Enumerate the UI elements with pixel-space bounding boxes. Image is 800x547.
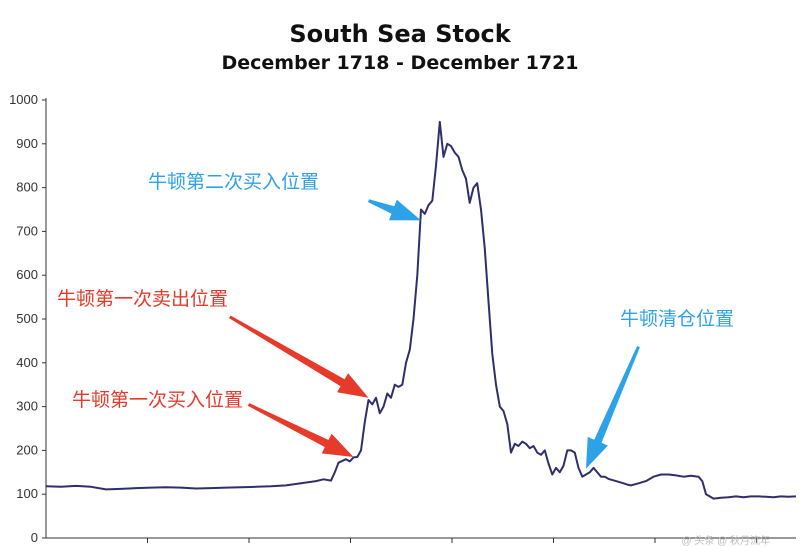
annotation-label: 牛顿第一次卖出位置	[57, 288, 228, 310]
annotation-label: 牛顿第二次买入位置	[148, 171, 319, 193]
annotation-arrow	[229, 315, 369, 398]
y-tick-label: 1000	[9, 92, 38, 107]
annotation-label: 牛顿清仓位置	[620, 308, 734, 330]
annotation-arrow	[586, 346, 640, 469]
y-tick-label: 500	[16, 311, 38, 326]
y-tick-label: 600	[16, 267, 38, 282]
annotation-arrow	[368, 199, 421, 221]
y-tick-label: 900	[16, 136, 38, 151]
y-tick-label: 300	[16, 399, 38, 414]
axes	[45, 98, 796, 543]
watermark: @ 头条 @ 秋月流年	[681, 536, 770, 547]
chart-subtitle: December 1718 - December 1721	[221, 52, 579, 74]
y-tick-label: 0	[31, 530, 38, 545]
y-tick-label: 700	[16, 223, 38, 238]
price-series-line	[45, 120, 797, 500]
plot-area	[45, 120, 797, 500]
y-tick-label: 100	[16, 486, 38, 501]
y-axis-ticks: 0 100 200 300 400 500 600 700 800 900 1000	[9, 92, 46, 545]
annotation-label: 牛顿第一次买入位置	[72, 389, 243, 411]
y-tick-label: 800	[16, 180, 38, 195]
y-tick-label: 200	[16, 442, 38, 457]
chart-title: South Sea Stock	[289, 20, 511, 48]
y-tick-label: 400	[16, 355, 38, 370]
annotation-arrow	[247, 403, 354, 457]
